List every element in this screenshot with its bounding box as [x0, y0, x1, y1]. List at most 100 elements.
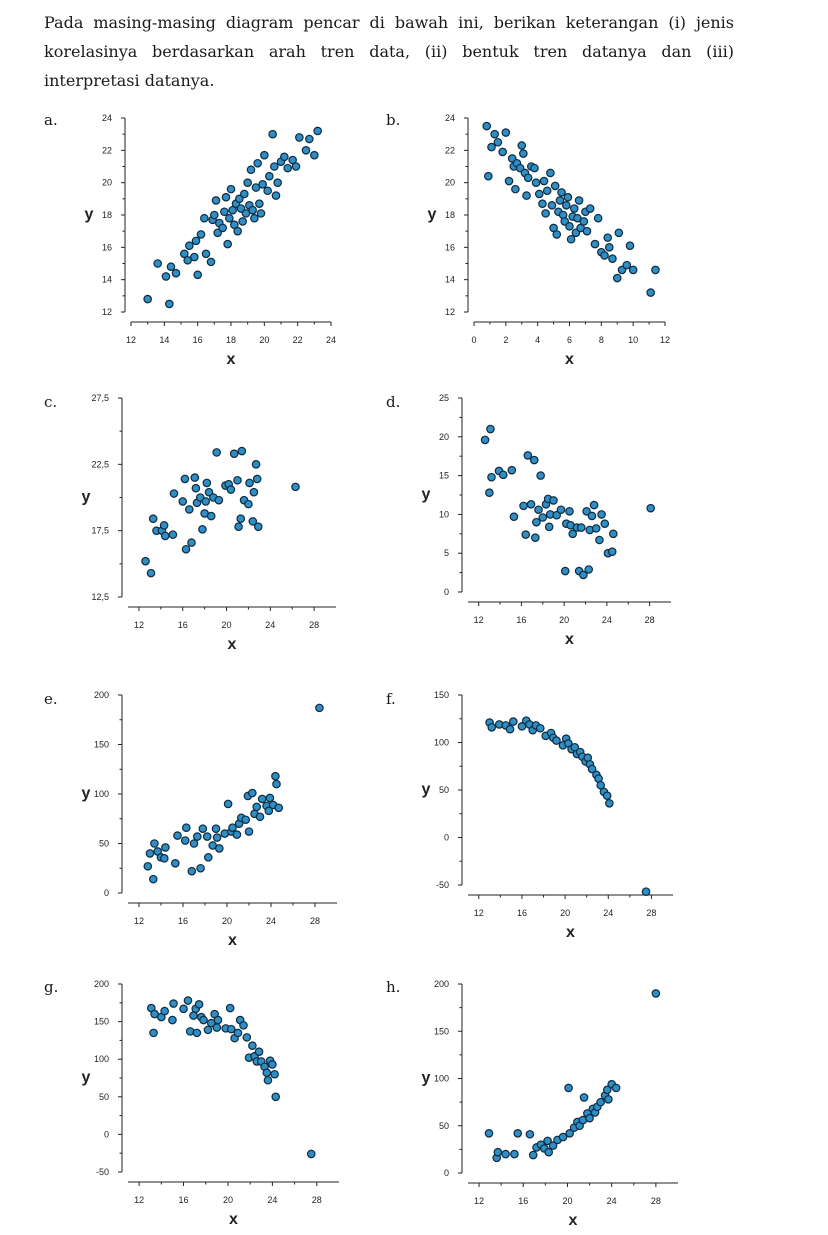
data-point [241, 815, 251, 825]
data-point [564, 1083, 573, 1093]
x-tick-label: 28 [310, 916, 320, 926]
data-point [185, 241, 194, 251]
data-point [273, 178, 282, 187]
x-tick-label: 24 [326, 335, 336, 345]
data-point [223, 799, 233, 809]
data-point [182, 823, 191, 832]
x-tick-label: 20 [223, 1195, 233, 1205]
data-point [517, 141, 527, 150]
panel-label-b: b. [386, 111, 401, 129]
data-point [225, 213, 234, 223]
data-point [173, 831, 182, 840]
data-point [547, 201, 557, 210]
x-tick-label: 16 [178, 620, 188, 630]
x-axis-label: x [228, 636, 237, 653]
data-point [270, 162, 279, 171]
data-point [306, 1149, 316, 1159]
x-axis-label: x [227, 351, 236, 368]
data-point [169, 489, 179, 498]
data-point [252, 802, 262, 812]
data-point [226, 485, 236, 494]
x-tick-label: 12 [134, 1195, 144, 1205]
data-point [201, 249, 211, 259]
data-point [263, 186, 272, 196]
data-point [590, 239, 600, 249]
data-point [210, 210, 219, 220]
y-axis-label: y [85, 206, 94, 223]
data-point [171, 268, 181, 278]
data-point [268, 1060, 277, 1069]
y-tick-label: 18 [445, 210, 455, 220]
y-tick-label: 14 [445, 275, 455, 285]
data-point [206, 511, 216, 521]
data-point [552, 510, 561, 520]
data-point [202, 832, 212, 841]
data-point [191, 236, 201, 246]
data-point [522, 191, 531, 200]
x-tick-label: 16 [178, 916, 188, 926]
data-point [221, 192, 231, 202]
y-tick-label: 22 [102, 145, 112, 155]
data-point [622, 260, 632, 270]
data-point [239, 1021, 248, 1030]
instruction-text: Pada masing-masing diagram pencar di baw… [44, 13, 734, 90]
y-tick-label: 20 [439, 432, 449, 442]
panel-label-e: e. [44, 690, 58, 708]
data-point [604, 1094, 613, 1104]
y-tick-label: 50 [439, 785, 449, 795]
data-point [651, 265, 660, 275]
data-point [271, 771, 280, 781]
x-tick-label: 12 [134, 620, 144, 630]
data-point [607, 547, 617, 556]
data-point [198, 824, 208, 833]
x-tick-label: 16 [518, 1196, 528, 1206]
x-tick-label: 16 [179, 1195, 189, 1205]
data-point [544, 1147, 553, 1157]
data-point [600, 519, 610, 529]
data-point [226, 184, 236, 194]
data-point [237, 446, 247, 456]
x-tick-label: 24 [267, 1195, 277, 1205]
y-tick-label: -50 [436, 880, 449, 890]
data-point [200, 213, 209, 223]
data-point [253, 158, 262, 168]
data-point [213, 1015, 223, 1025]
data-point [509, 717, 518, 726]
data-point [236, 514, 246, 524]
y-tick-label: 18 [102, 210, 112, 220]
x-axis-label: x [565, 631, 574, 648]
data-point [190, 252, 199, 262]
data-point [161, 843, 170, 852]
data-point [166, 262, 176, 272]
data-point [605, 798, 614, 808]
data-point [585, 1113, 594, 1123]
y-axis-label: y [82, 1069, 91, 1086]
data-point [212, 448, 221, 457]
data-point [160, 1006, 169, 1016]
data-point [228, 823, 237, 832]
data-point [558, 1132, 568, 1142]
x-tick-label: 20 [222, 620, 232, 630]
data-point [608, 254, 617, 263]
data-point [243, 178, 252, 187]
data-point [211, 824, 221, 833]
x-tick-label: 28 [651, 1196, 661, 1206]
data-point [253, 522, 263, 531]
data-point [225, 1003, 235, 1013]
data-point [291, 482, 300, 492]
data-point [604, 243, 614, 252]
x-tick-label: 10 [628, 335, 638, 345]
data-point [241, 209, 251, 218]
data-point [301, 146, 311, 155]
x-tick-label: 20 [222, 916, 232, 926]
data-point [274, 803, 284, 813]
data-point [539, 176, 549, 186]
y-tick-label: 12 [102, 307, 112, 317]
x-tick-label: 16 [517, 908, 527, 918]
data-point [268, 129, 277, 139]
data-point [597, 510, 606, 519]
data-point [280, 152, 289, 162]
data-point [141, 556, 150, 566]
